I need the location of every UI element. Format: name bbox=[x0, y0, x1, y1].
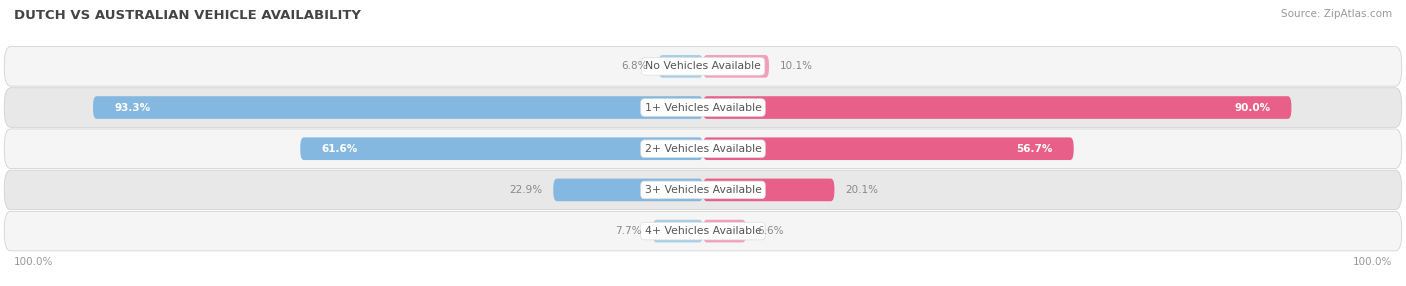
Text: 6.8%: 6.8% bbox=[621, 61, 647, 71]
Text: 2+ Vehicles Available: 2+ Vehicles Available bbox=[644, 144, 762, 154]
Text: DUTCH VS AUSTRALIAN VEHICLE AVAILABILITY: DUTCH VS AUSTRALIAN VEHICLE AVAILABILITY bbox=[14, 9, 361, 21]
Text: 100.0%: 100.0% bbox=[14, 257, 53, 267]
FancyBboxPatch shape bbox=[703, 55, 769, 78]
Text: 22.9%: 22.9% bbox=[509, 185, 543, 195]
FancyBboxPatch shape bbox=[658, 55, 703, 78]
Text: 6.6%: 6.6% bbox=[758, 226, 785, 236]
FancyBboxPatch shape bbox=[703, 137, 1074, 160]
FancyBboxPatch shape bbox=[703, 96, 1292, 119]
Text: 20.1%: 20.1% bbox=[845, 185, 879, 195]
Text: 1+ Vehicles Available: 1+ Vehicles Available bbox=[644, 103, 762, 112]
FancyBboxPatch shape bbox=[703, 220, 747, 243]
FancyBboxPatch shape bbox=[4, 88, 1402, 127]
FancyBboxPatch shape bbox=[4, 211, 1402, 251]
FancyBboxPatch shape bbox=[93, 96, 703, 119]
Text: 93.3%: 93.3% bbox=[114, 103, 150, 112]
FancyBboxPatch shape bbox=[652, 220, 703, 243]
FancyBboxPatch shape bbox=[4, 47, 1402, 86]
Text: 90.0%: 90.0% bbox=[1234, 103, 1271, 112]
Text: 61.6%: 61.6% bbox=[322, 144, 357, 154]
Text: 4+ Vehicles Available: 4+ Vehicles Available bbox=[644, 226, 762, 236]
Text: No Vehicles Available: No Vehicles Available bbox=[645, 61, 761, 71]
Text: 100.0%: 100.0% bbox=[1353, 257, 1392, 267]
FancyBboxPatch shape bbox=[301, 137, 703, 160]
Text: Source: ZipAtlas.com: Source: ZipAtlas.com bbox=[1281, 9, 1392, 19]
FancyBboxPatch shape bbox=[703, 178, 834, 201]
Text: 56.7%: 56.7% bbox=[1017, 144, 1053, 154]
FancyBboxPatch shape bbox=[4, 129, 1402, 168]
Text: 7.7%: 7.7% bbox=[614, 226, 641, 236]
Text: 3+ Vehicles Available: 3+ Vehicles Available bbox=[644, 185, 762, 195]
FancyBboxPatch shape bbox=[554, 178, 703, 201]
Text: 10.1%: 10.1% bbox=[780, 61, 813, 71]
FancyBboxPatch shape bbox=[4, 170, 1402, 210]
